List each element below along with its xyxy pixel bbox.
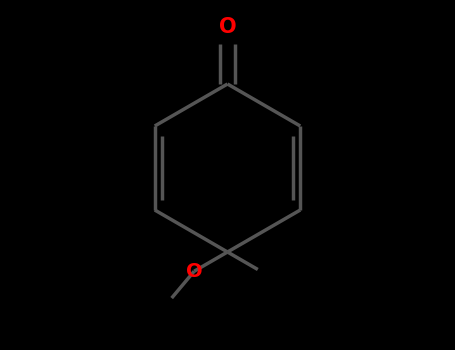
Text: O: O [186, 262, 202, 281]
Text: O: O [219, 18, 236, 37]
